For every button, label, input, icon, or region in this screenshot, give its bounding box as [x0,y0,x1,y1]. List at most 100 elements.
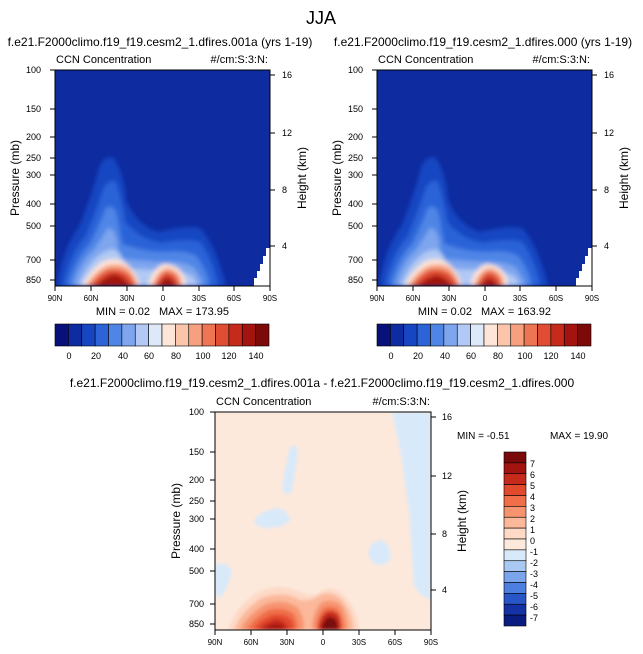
colorbar-label: 0 [388,351,393,361]
y-tick-label: 500 [26,221,41,231]
y2-tick-label: 12 [442,471,452,481]
colorbar [503,451,527,627]
colorbar-swatch [503,473,527,485]
y-tick-label: 850 [189,619,204,629]
colorbar-labels: 7 6 5 4 3 2 1 0 -1 -2 -3 -4 -5 -6 -7 [530,459,538,623]
y-axis-label: Pressure (mb) [8,140,22,216]
x-tick-label: 90N [48,294,63,303]
colorbar-label: 40 [118,351,128,361]
y-tick-label: 700 [189,599,204,609]
y2-ticks: 16 12 8 4 [604,70,614,251]
y2-tick-label: 16 [442,412,452,422]
contour-field [55,70,270,286]
y-tick-label: 100 [26,65,41,75]
panel-title: f.e21.F2000climo.f19_f19.cesm2_1.dfires.… [70,376,575,390]
colorbar-label: 5 [530,481,535,491]
colorbar-swatch [430,323,445,347]
left-subtitle: CCN Concentration [56,54,151,66]
colorbar-swatch [148,323,163,347]
colorbar-swatch [121,323,136,347]
colorbar-label: 140 [570,351,585,361]
x-tick-label: 60N [406,294,421,303]
colorbar-label: 20 [413,351,423,361]
colorbar-label: 100 [517,351,532,361]
colorbar-swatch [215,323,230,347]
colorbar-swatch [503,527,527,540]
y-tick-label: 250 [348,153,363,163]
colorbar-label: -1 [530,547,538,557]
y-tick-label: 200 [348,132,363,142]
y2-tick-label: 16 [604,70,614,80]
max-label: MAX = 163.92 [481,306,551,318]
y-tick-label: 700 [348,255,363,265]
y-tick-label: 150 [26,104,41,114]
colorbar [376,323,592,347]
page-title: JJA [306,8,336,28]
colorbar-label: 100 [195,351,210,361]
panel-001a: f.e21.F2000climo.f19_f19.cesm2_1.dfires.… [8,35,313,361]
colorbar-label: 80 [493,351,503,361]
colorbar-swatch [201,323,216,347]
colorbar-swatch [563,323,578,347]
colorbar-swatch [483,323,498,347]
x-ticks: 90N 60N 30N 0 30S 60S 90S [48,294,277,303]
x-ticks: 90N 60N 30N 0 30S 60S 90S [208,638,438,647]
colorbar-label: 60 [144,351,154,361]
colorbar-swatch [403,323,418,347]
x-tick-label: 60S [549,294,563,303]
x-tick-label: 90N [208,638,223,647]
colorbar-swatch [68,323,83,347]
y2-tick-label: 16 [282,70,292,80]
colorbar-swatch [503,549,527,562]
right-subtitle: #/cm:S:3:N: [373,396,430,408]
colorbar-swatch [537,323,552,347]
colorbar-swatch [503,451,527,464]
colorbar-swatch [376,323,391,347]
max-label: MAX = 19.90 [550,431,609,442]
y-ticks: 100 150 200 250 300 400 500 700 850 [348,65,363,285]
y-tick-label: 850 [348,275,363,285]
colorbar-swatch [134,323,149,347]
y-tick-label: 100 [189,407,204,417]
right-subtitle: #/cm:S:3:N: [533,54,590,66]
colorbar [54,323,270,347]
colorbar-swatch [503,593,527,605]
y2-tick-label: 4 [282,241,287,251]
y-ticks: 100 150 200 250 300 400 500 700 850 [26,65,41,285]
colorbar-label: 3 [530,503,535,513]
y2-axis-label: Height (km) [455,490,469,552]
y-tick-label: 500 [348,221,363,231]
min-label: MIN = -0.51 [457,431,510,442]
colorbar-swatch [390,323,405,347]
y2-tick-label: 8 [442,529,447,539]
x-tick-label: 30S [192,294,206,303]
x-tick-label: 60N [84,294,99,303]
y2-ticks: 16 12 8 4 [282,70,292,251]
y2-tick-label: 8 [282,185,287,195]
colorbar-swatch [503,538,527,551]
colorbar-swatch [443,323,458,347]
y-tick-label: 250 [26,153,41,163]
colorbar-label: 1 [530,525,535,535]
x-tick-label: 30N [280,638,295,647]
colorbar-swatch [175,323,190,347]
colorbar-label: 0 [530,536,535,546]
colorbar-swatch [503,582,527,594]
y-axis-label: Pressure (mb) [330,140,344,216]
colorbar-label: 0 [66,351,71,361]
x-tick-label: 30N [442,294,457,303]
y2-ticks: 16 12 8 4 [442,412,452,595]
y2-tick-label: 4 [604,241,609,251]
colorbar-swatch [503,484,527,496]
colorbar-label: 60 [466,351,476,361]
colorbar-swatch [188,323,203,347]
colorbar-swatch [470,323,485,347]
colorbar-swatch [241,323,256,347]
colorbar-label: -6 [530,602,538,612]
min-label: MIN = 0.02 [96,306,150,318]
colorbar-swatch [510,323,525,347]
contour-field [215,412,431,630]
x-tick-label: 0 [483,294,488,303]
left-subtitle: CCN Concentration [216,396,311,408]
